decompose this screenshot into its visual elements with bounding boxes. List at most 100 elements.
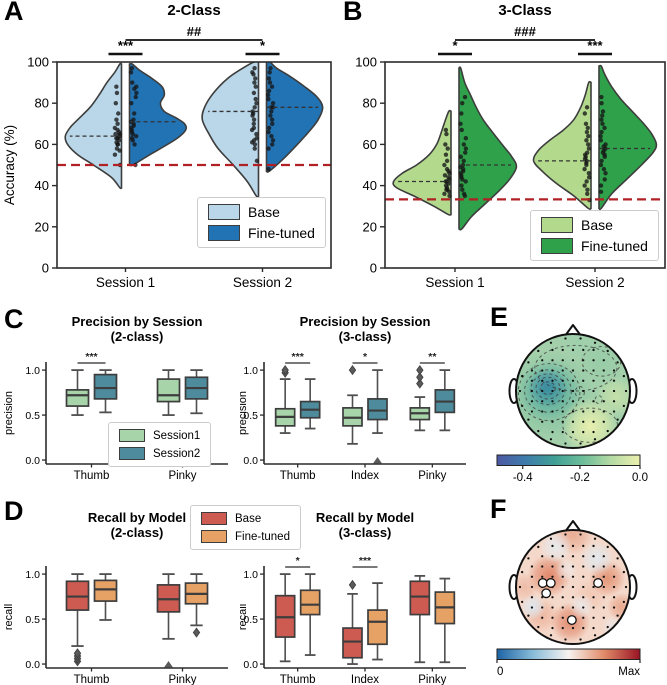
data-point	[266, 129, 271, 135]
data-point	[585, 150, 590, 155]
data-point	[114, 90, 120, 96]
svg-text:*: *	[452, 38, 458, 53]
colorbar-tick-label: 0.0	[632, 472, 648, 484]
box-chart-recall-3class: 0.0 0.5 1.0 recall Thumb * Index *** Pinky	[240, 555, 466, 685]
legend-c: Session1 Session2	[108, 422, 212, 467]
y-tick-label: 0.0	[25, 455, 40, 467]
sig-within: ***	[578, 38, 612, 56]
y-tick-label: 0.0	[243, 659, 258, 671]
sig-within: *	[245, 38, 280, 56]
data-point	[586, 133, 591, 139]
legend-item-finetuned: Fine-tuned	[541, 238, 648, 254]
violin-session-2-base	[532, 80, 592, 210]
data-point	[252, 80, 257, 85]
box-pinky-fine-tuned	[434, 577, 456, 664]
outlier-diamond	[192, 627, 201, 638]
title-line-2: (2-class)	[110, 329, 164, 345]
contour-line	[574, 385, 585, 399]
y-tick-label: 60	[35, 137, 49, 152]
data-point	[460, 187, 465, 192]
legend-swatch-base	[541, 217, 573, 233]
data-point	[251, 90, 257, 96]
y-axis: 0 20 40 60 80 100	[355, 55, 385, 276]
panel-b-title: 3-Class	[498, 2, 552, 19]
data-point	[270, 121, 275, 127]
legend-b: Base Fine-tuned	[530, 210, 659, 261]
data-point	[463, 179, 468, 184]
colorbar	[496, 454, 641, 466]
sig-within: ***	[108, 38, 143, 56]
data-point	[128, 70, 134, 75]
activity-blob	[569, 593, 595, 619]
y-tick-label: 20	[35, 219, 49, 234]
colorbar-tick-label: -0.4	[513, 472, 533, 484]
data-point	[460, 101, 465, 106]
data-point	[443, 152, 449, 157]
data-point	[443, 127, 449, 133]
svg-text:*: *	[260, 38, 266, 53]
outlier-diamond	[73, 648, 82, 659]
y-axis-label: precision	[3, 391, 15, 435]
y-axis-label: recall	[3, 604, 15, 630]
box-thumb-fine-tuned	[299, 573, 321, 656]
x-tick-label: Session 1	[425, 275, 484, 290]
box-pinky-session2	[184, 369, 209, 415]
data-point	[251, 121, 256, 127]
data-point	[266, 96, 271, 102]
x-tick-label: Thumb	[74, 470, 110, 482]
title-line-1: Recall by Model	[87, 510, 187, 525]
activity-blob	[539, 531, 572, 564]
panel-c-precision-3class: Precision by Session (3-class) 0.0 0.5 1.0…	[240, 300, 480, 492]
svg-text:*: *	[363, 351, 368, 363]
data-point	[600, 121, 605, 127]
legend-swatch-finetuned	[541, 238, 573, 254]
highlighted-electrode	[593, 578, 604, 588]
box-index-base	[342, 579, 363, 665]
data-point	[585, 125, 590, 131]
box-pinky-session2	[434, 369, 456, 432]
data-point	[444, 158, 450, 164]
outlier-diamond	[416, 365, 424, 376]
box-pinky-session1	[156, 369, 181, 416]
legend-label-session2: Session2	[153, 447, 201, 460]
x-tick-label: Pinky	[168, 674, 196, 685]
y-tick-label: 0.5	[243, 410, 258, 422]
data-point	[585, 187, 590, 192]
data-point	[269, 84, 275, 89]
data-point	[598, 183, 604, 188]
sig-bar: *	[285, 555, 311, 568]
panel-label-c: C	[4, 304, 24, 334]
data-point	[253, 84, 258, 89]
data-point	[254, 131, 259, 137]
title-line-1: Precision by Session	[299, 314, 431, 329]
activity-blob	[579, 541, 615, 576]
contour-line	[530, 373, 566, 406]
svg-text:**: **	[428, 351, 437, 363]
data-point	[584, 105, 590, 110]
data-point	[266, 166, 271, 172]
data-point	[582, 183, 587, 188]
data-point	[252, 105, 257, 110]
y-tick-label: 100	[355, 55, 377, 70]
y-tick-label: 0.0	[243, 455, 258, 467]
activity-blob	[554, 558, 578, 582]
data-point	[266, 76, 272, 81]
data-point	[252, 65, 257, 71]
y-tick-label: 1.0	[25, 569, 40, 581]
head-outline	[515, 529, 631, 645]
data-point	[600, 109, 606, 114]
legend-a: Base Fine-tuned	[197, 197, 326, 248]
data-point	[598, 162, 604, 168]
data-point	[444, 131, 449, 137]
sig-within: *	[438, 38, 472, 56]
data-point	[583, 121, 589, 127]
panel-d-recall-3class: Recall by Model (3-class) 0.0 0.5 1.0 recal…	[240, 492, 480, 685]
data-point	[584, 138, 589, 143]
data-point	[445, 146, 450, 151]
data-point	[598, 133, 603, 139]
activity-blob	[520, 594, 546, 620]
legend-label-finetuned: Fine-tuned	[248, 225, 315, 241]
data-point	[270, 101, 276, 106]
x-tick-label: Index	[351, 674, 379, 685]
